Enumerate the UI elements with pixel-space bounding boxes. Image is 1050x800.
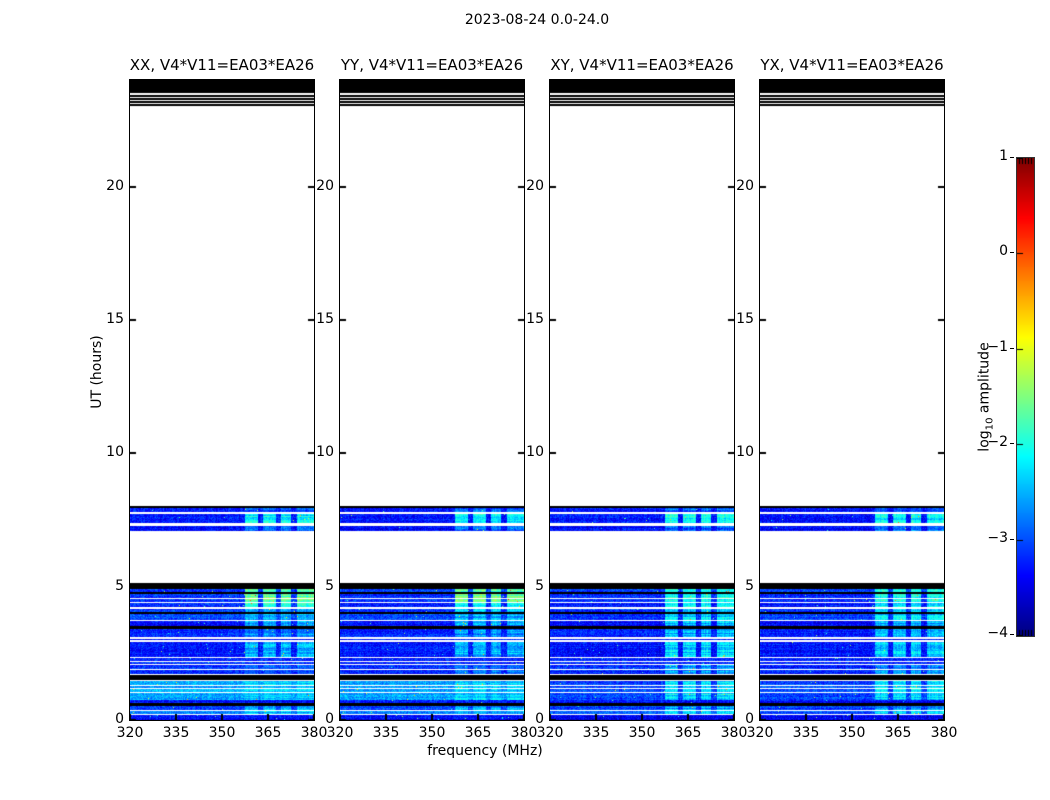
spectrogram-panel-xx: [129, 79, 315, 721]
x-tick-label: 380: [720, 725, 748, 741]
y-tick-label: 20: [736, 177, 754, 194]
x-tick-label: 365: [674, 725, 702, 741]
spectrogram-canvas-yy: [340, 80, 524, 720]
spectrogram-canvas-xy: [550, 80, 734, 720]
x-tick-label: 335: [372, 725, 400, 741]
y-tick-label: 5: [325, 577, 334, 594]
colorbar-tick-label: 0: [999, 243, 1008, 259]
y-tick-label: 10: [526, 444, 544, 461]
colorbar-tick-dash: [1010, 443, 1014, 444]
x-tick-label: 380: [510, 725, 538, 741]
colorbar-tick-label: −3: [987, 530, 1008, 546]
x-tick-label: 335: [162, 725, 190, 741]
y-tick-label: 15: [736, 311, 754, 327]
panel-title-yx: YX, V4*V11=EA03*EA26: [760, 56, 944, 74]
y-tick-label: 0: [745, 711, 754, 727]
spectrogram-canvas-xx: [130, 80, 314, 720]
x-tick-label: 335: [582, 725, 610, 741]
x-tick-label: 380: [300, 725, 328, 741]
x-axis-label: frequency (MHz): [427, 743, 543, 759]
colorbar-tick-label: 1: [999, 148, 1008, 164]
spectrogram-panel-yy: [339, 79, 525, 721]
colorbar-tick-dash: [1010, 539, 1014, 540]
x-tick-label: 350: [418, 725, 446, 741]
colorbar-tick-label: −4: [987, 625, 1008, 641]
x-tick-label: 350: [838, 725, 866, 741]
figure-title: 2023-08-24 0.0-24.0: [464, 12, 610, 28]
x-tick-label: 320: [116, 725, 144, 741]
x-tick-label: 365: [884, 725, 912, 741]
x-tick-label: 320: [746, 725, 774, 741]
y-tick-label: 15: [316, 311, 334, 327]
colorbar-tick-dash: [1010, 348, 1014, 349]
y-tick-label: 10: [736, 444, 754, 461]
y-tick-label: 20: [526, 177, 544, 194]
y-tick-label: 0: [535, 711, 544, 727]
x-tick-label: 365: [254, 725, 282, 741]
y-tick-label: 5: [745, 577, 754, 594]
y-tick-label: 20: [106, 177, 124, 194]
spectrogram-panel-xy: [549, 79, 735, 721]
colorbar-canvas: [1017, 158, 1034, 636]
x-tick-label: 365: [464, 725, 492, 741]
panel-title-xx: XX, V4*V11=EA03*EA26: [129, 56, 315, 74]
y-tick-label: 5: [535, 577, 544, 594]
colorbar-tick-dash: [1010, 252, 1014, 253]
y-tick-label: 15: [526, 311, 544, 327]
y-tick-label: 0: [325, 711, 334, 727]
x-tick-label: 350: [628, 725, 656, 741]
panel-title-yy: YY, V4*V11=EA03*EA26: [340, 56, 524, 74]
x-tick-label: 350: [208, 725, 236, 741]
x-tick-label: 320: [536, 725, 564, 741]
x-tick-label: 335: [792, 725, 820, 741]
colorbar-tick-dash: [1010, 634, 1014, 635]
spectrogram-canvas-yx: [760, 80, 944, 720]
colorbar-tick-label: −2: [987, 434, 1008, 450]
y-tick-label: 10: [316, 444, 334, 461]
panel-title-xy: XY, V4*V11=EA03*EA26: [550, 56, 734, 74]
colorbar-label-sub: 10: [984, 417, 996, 431]
x-tick-label: 320: [326, 725, 354, 741]
y-tick-label: 20: [316, 177, 334, 194]
y-tick-label: 15: [106, 311, 124, 327]
spectrogram-panel-yx: [759, 79, 945, 721]
y-tick-label: 0: [115, 711, 124, 727]
colorbar-tick-dash: [1010, 157, 1014, 158]
x-tick-label: 380: [930, 725, 958, 741]
y-tick-label: 5: [115, 577, 124, 594]
colorbar-tick-label: −1: [987, 339, 1008, 355]
y-tick-label: 10: [106, 444, 124, 461]
y-axis-label: UT (hours): [89, 335, 105, 409]
colorbar: [1016, 157, 1035, 637]
